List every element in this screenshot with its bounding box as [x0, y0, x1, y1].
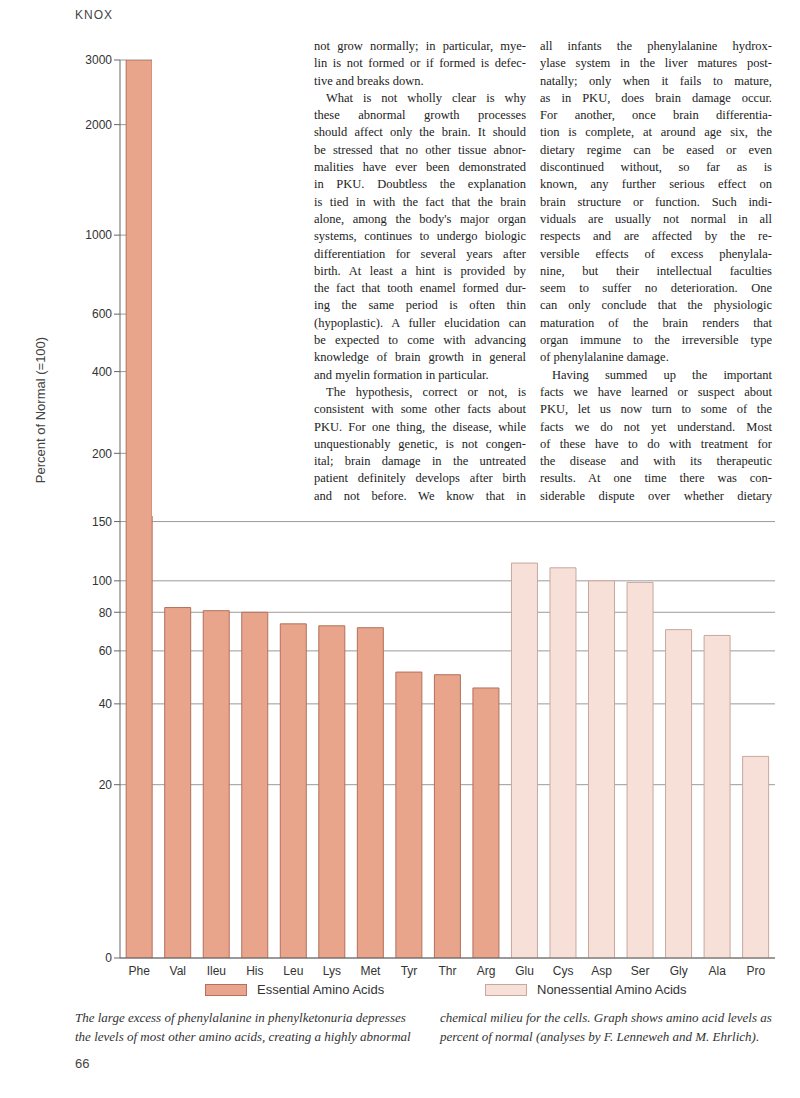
html-text:known, any further serious eff: known, any further serious effect on	[540, 177, 772, 192]
svg-text:Asp: Asp	[591, 964, 612, 978]
html-text:Having summed up the important: Having summed up the important	[552, 367, 772, 382]
html-text:nine, but their intellectual f: nine, but their intellectual faculties	[540, 263, 772, 278]
html-text:ing the same period is often t: ing the same period is often thin	[314, 298, 526, 313]
html-text:ital; brain damage in the untr: ital; brain damage in the untreated	[314, 454, 526, 469]
svg-text:200: 200	[92, 447, 112, 461]
html-text:respects and are affected by t: respects and are affected by the re-	[540, 229, 772, 244]
html-text:as in PKU, does brain damage o: as in PKU, does brain damage occur.	[540, 90, 772, 105]
html-text:consistent with some other fac: consistent with some other facts about	[314, 402, 526, 417]
html-text:unquestionably genetic, is not: unquestionably genetic, is not congen-	[314, 436, 526, 451]
html-text:PKU. For one thing, the diseas: PKU. For one thing, the disease, while	[314, 419, 526, 434]
html-text:tion is complete, at around ag: tion is complete, at around age six, the	[540, 125, 772, 140]
html-text:What is not wholly clear is wh: What is not wholly clear is why	[326, 90, 526, 105]
html-text:and not before. We know that i: and not before. We know that in	[314, 488, 526, 503]
html-text:chemical milieu for the cells.: chemical milieu for the cells. Graph sho…	[440, 1010, 772, 1025]
svg-text:3000: 3000	[85, 53, 112, 67]
svg-text:600: 600	[92, 307, 112, 321]
html-text:should affect only the brain.: should affect only the brain. It should	[314, 125, 526, 140]
html-text:ylase system in the liver matu: ylase system in the liver matures post-	[540, 56, 772, 71]
svg-text:Arg: Arg	[477, 964, 496, 978]
html-text:The large excess of phenylalan: The large excess of phenylalanine in phe…	[75, 1010, 406, 1025]
svg-text:Ser: Ser	[631, 964, 650, 978]
svg-text:2000: 2000	[85, 118, 112, 132]
html-text:not grow normally; in particul: not grow normally; in particular, mye-	[314, 39, 526, 53]
svg-text:Glu: Glu	[515, 964, 534, 978]
svg-text:80: 80	[99, 606, 113, 620]
svg-text:Thr: Thr	[439, 964, 457, 978]
html-text:discontinued without, so far a: discontinued without, so far as is	[540, 160, 772, 175]
html-text:of phenylalanine damage.: of phenylalanine damage.	[540, 350, 669, 365]
html-text:KNOX: KNOX	[75, 8, 113, 22]
html-text:these abnormal growth processe: these abnormal growth processes	[314, 108, 526, 123]
html-text:systems, continues to undergo: systems, continues to undergo biologic	[314, 229, 526, 244]
html-text:can only conclude that the phy: can only conclude that the physiologic	[540, 298, 772, 313]
html-text:Essential Amino Acids: Essential Amino Acids	[257, 982, 385, 997]
html-text:siderable dispute over whether: siderable dispute over whether dietary	[540, 488, 772, 503]
svg-text:Leu: Leu	[283, 964, 303, 978]
html-text:tive and breaks down.: tive and breaks down.	[314, 73, 424, 88]
html-text:maturation of the brain render: maturation of the brain renders that	[540, 315, 772, 330]
svg-text:40: 40	[99, 697, 113, 711]
svg-text:0: 0	[105, 951, 112, 965]
html-text:alone, among the body's major: alone, among the body's major organ	[314, 212, 526, 226]
html-text:is tied in with the fact that: is tied in with the fact that the brain	[314, 194, 526, 209]
svg-text:Lys: Lys	[323, 964, 341, 978]
html-text:viduals are usually not normal: viduals are usually not normal in all	[540, 212, 772, 226]
html-text:all infants the phenylalanine: all infants the phenylalanine hydrox-	[540, 39, 772, 53]
html-text:patient definitely develops af: patient definitely develops after birth	[314, 471, 526, 486]
html-text:The hypothesis, correct or not: The hypothesis, correct or not, is	[326, 384, 526, 399]
html-text:facts we have learned or suspe: facts we have learned or suspect about	[540, 384, 772, 399]
html-text:the levels of most other amino: the levels of most other amino acids, cr…	[75, 1029, 411, 1044]
svg-text:Ileu: Ileu	[207, 964, 226, 978]
html-text:Percent of Normal (=100): Percent of Normal (=100)	[32, 336, 48, 484]
html-text:in PKU. Doubtless the explanat: in PKU. Doubtless the explanation	[314, 177, 526, 192]
html-text:Nonessential Amino Acids: Nonessential Amino Acids	[537, 982, 687, 997]
svg-text:1000: 1000	[85, 228, 112, 242]
svg-text:60: 60	[99, 644, 113, 658]
svg-text:Gly: Gly	[670, 964, 688, 978]
html-text:66: 66	[75, 1056, 90, 1071]
html-text:the disease and with its thera: the disease and with its therapeutic	[540, 454, 772, 469]
html-text:differentiation for several ye: differentiation for several years after	[314, 246, 526, 261]
html-text:results. At one time there was: results. At one time there was con-	[540, 471, 772, 486]
html-text:be stressed that no other tiss: be stressed that no other tissue abnor-	[314, 142, 526, 157]
html-text:organ immune to the irreversib: organ immune to the irreversible type	[540, 333, 772, 347]
html-text:For another, once brain differ: For another, once brain differentia-	[540, 108, 772, 123]
html-text:natally; only when it fails to: natally; only when it fails to mature,	[540, 73, 772, 88]
html-text:knowledge of brain growth in g: knowledge of brain growth in general	[314, 350, 526, 365]
svg-text:100: 100	[92, 574, 112, 588]
html-text:versible effects of excess phe: versible effects of excess phenylala-	[540, 246, 772, 261]
svg-text:Tyr: Tyr	[401, 964, 418, 978]
html-text:malities have ever been demons: malities have ever been demonstrated	[314, 160, 526, 175]
svg-text:Pro: Pro	[746, 964, 765, 978]
html-text:and myelin formation in partic: and myelin formation in particular.	[314, 367, 489, 382]
html-text:be expected to come with advan: be expected to come with advancing	[314, 333, 526, 347]
svg-text:150: 150	[92, 515, 112, 529]
svg-text:His: His	[246, 964, 263, 978]
svg-text:Ala: Ala	[709, 964, 727, 978]
html-text:birth. At least a hint is prov: birth. At least a hint is provided by	[314, 263, 526, 278]
svg-text:Phe: Phe	[129, 964, 151, 978]
html-text:seem to suffer no deterioratio: seem to suffer no deterioration. One	[540, 281, 772, 296]
svg-text:400: 400	[92, 365, 112, 379]
svg-text:Val: Val	[170, 964, 186, 978]
html-text:lin is not formed or if formed: lin is not formed or if formed is defec-	[314, 56, 526, 71]
svg-text:Met: Met	[360, 964, 381, 978]
html-text:the fact that tooth enamel for: the fact that tooth enamel formed dur-	[314, 281, 526, 296]
html-text:facts we do not yet understand: facts we do not yet understand. Most	[540, 419, 772, 434]
html-text:dietary regime can be eased or: dietary regime can be eased or even	[540, 142, 772, 157]
html-text:PKU, let us now turn to some o: PKU, let us now turn to some of the	[540, 402, 772, 417]
html-text:percent of normal (analyses by: percent of normal (analyses by F. Lennew…	[440, 1029, 760, 1044]
svg-text:20: 20	[99, 778, 113, 792]
html-text:brain structure or function. S: brain structure or function. Such indi-	[540, 194, 772, 209]
svg-text:Cys: Cys	[553, 964, 574, 978]
html-text:of these have to do with treat: of these have to do with treatment for	[540, 436, 772, 451]
html-text:(hypoplastic). A fuller elucid: (hypoplastic). A fuller elucidation can	[314, 315, 526, 330]
